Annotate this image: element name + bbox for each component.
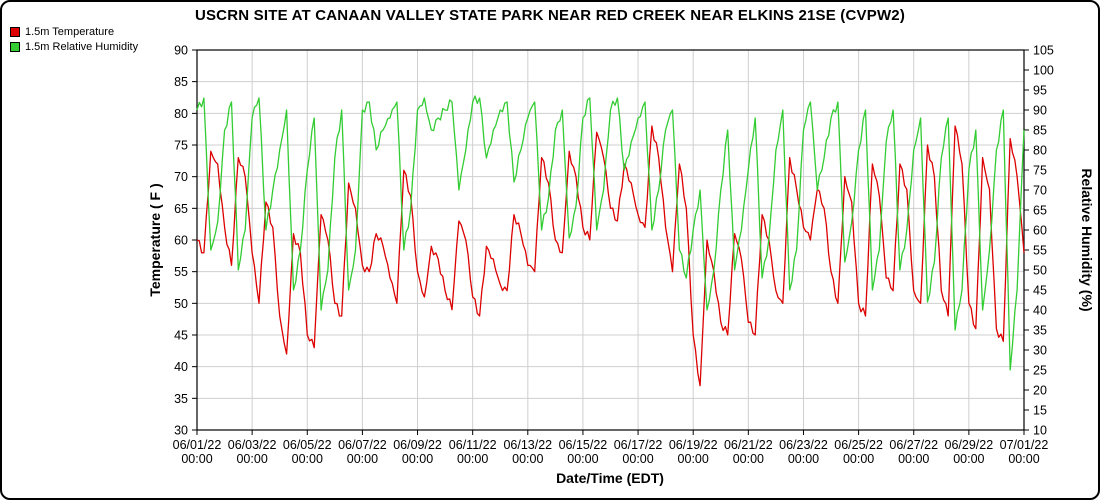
x-tick-date-label: 06/03/22: [228, 438, 277, 452]
legend-item-humidity: 1.5m Relative Humidity: [10, 41, 138, 53]
y-right-tick-label: 25: [1033, 364, 1047, 378]
x-tick-time-label: 00:00: [898, 452, 929, 466]
x-tick-date-label: 07/01/22: [1000, 438, 1049, 452]
x-tick-time-label: 00:00: [678, 452, 709, 466]
y-axis-title-right: Relative Humidity (%): [1079, 168, 1095, 311]
y-left-tick-label: 85: [174, 75, 188, 89]
x-tick-date-label: 06/23/22: [779, 438, 828, 452]
y-left-tick-label: 55: [174, 265, 188, 279]
x-tick-time-label: 00:00: [457, 452, 488, 466]
x-tick-time-label: 00:00: [402, 452, 433, 466]
x-tick-time-label: 00:00: [1008, 452, 1039, 466]
y-right-tick-label: 85: [1033, 124, 1047, 138]
legend: 1.5m Temperature 1.5m Relative Humidity: [10, 26, 138, 53]
x-tick-time-label: 00:00: [236, 452, 267, 466]
y-right-tick-label: 60: [1033, 224, 1047, 238]
y-left-tick-label: 35: [174, 392, 188, 406]
y-left-tick-label: 40: [174, 360, 188, 374]
y-left-tick-label: 45: [174, 329, 188, 343]
x-tick-time-label: 00:00: [347, 452, 378, 466]
y-right-tick-label: 100: [1033, 64, 1054, 78]
x-tick-time-label: 00:00: [512, 452, 543, 466]
x-tick-date-label: 06/27/22: [889, 438, 938, 452]
y-left-tick-label: 60: [174, 234, 188, 248]
x-tick-date-label: 06/09/22: [393, 438, 442, 452]
y-right-tick-label: 65: [1033, 204, 1047, 218]
temperature-swatch-icon: [10, 27, 20, 37]
y-left-tick-label: 65: [174, 202, 188, 216]
legend-label-temperature: 1.5m Temperature: [25, 26, 115, 38]
chart-title: USCRN SITE AT CANAAN VALLEY STATE PARK N…: [194, 7, 906, 24]
y-right-tick-label: 95: [1033, 84, 1047, 98]
temperature-series-line: [196, 125, 1025, 387]
x-tick-time-label: 00:00: [567, 452, 598, 466]
y-right-tick-label: 75: [1033, 164, 1047, 178]
y-right-tick-label: 20: [1033, 384, 1047, 398]
x-tick-time-label: 00:00: [622, 452, 653, 466]
legend-item-temperature: 1.5m Temperature: [10, 26, 138, 38]
y-right-tick-label: 90: [1033, 104, 1047, 118]
x-tick-date-label: 06/11/22: [449, 438, 497, 452]
y-left-tick-label: 90: [174, 44, 188, 58]
x-tick-date-label: 06/07/22: [338, 438, 387, 452]
x-tick-date-label: 06/01/22: [173, 438, 222, 452]
humidity-swatch-icon: [10, 42, 20, 52]
y-right-tick-label: 40: [1033, 304, 1047, 318]
y-right-tick-label: 30: [1033, 344, 1047, 358]
y-left-tick-label: 50: [174, 297, 188, 311]
y-right-tick-label: 80: [1033, 144, 1047, 158]
y-right-tick-label: 35: [1033, 324, 1047, 338]
y-right-tick-label: 55: [1033, 244, 1047, 258]
y-left-tick-label: 70: [174, 170, 188, 184]
x-tick-date-label: 06/05/22: [283, 438, 332, 452]
y-right-tick-label: 105: [1033, 44, 1054, 58]
y-right-tick-label: 15: [1033, 404, 1047, 418]
x-tick-date-label: 06/25/22: [834, 438, 883, 452]
y-right-tick-label: 70: [1033, 184, 1047, 198]
y-right-tick-label: 10: [1033, 424, 1047, 438]
y-left-tick-label: 80: [174, 107, 188, 121]
x-tick-time-label: 00:00: [292, 452, 323, 466]
y-axis-title-left: Temperature ( F ): [147, 183, 163, 296]
x-tick-date-label: 06/13/22: [503, 438, 552, 452]
humidity-series-line: [196, 95, 1025, 371]
legend-label-humidity: 1.5m Relative Humidity: [25, 41, 139, 53]
x-tick-date-label: 06/21/22: [724, 438, 773, 452]
y-right-tick-label: 50: [1033, 264, 1047, 278]
y-right-tick-label: 45: [1033, 284, 1047, 298]
x-tick-date-label: 06/19/22: [669, 438, 718, 452]
x-tick-time-label: 00:00: [788, 452, 819, 466]
x-tick-time-label: 00:00: [733, 452, 764, 466]
x-tick-time-label: 00:00: [181, 452, 212, 466]
x-tick-date-label: 06/17/22: [614, 438, 663, 452]
x-tick-date-label: 06/29/22: [945, 438, 994, 452]
x-tick-time-label: 00:00: [953, 452, 984, 466]
x-tick-time-label: 00:00: [843, 452, 874, 466]
x-axis-title: Date/Time (EDT): [556, 470, 664, 486]
y-left-tick-label: 75: [174, 139, 188, 153]
y-left-tick-label: 30: [174, 424, 188, 438]
x-tick-date-label: 06/15/22: [559, 438, 608, 452]
